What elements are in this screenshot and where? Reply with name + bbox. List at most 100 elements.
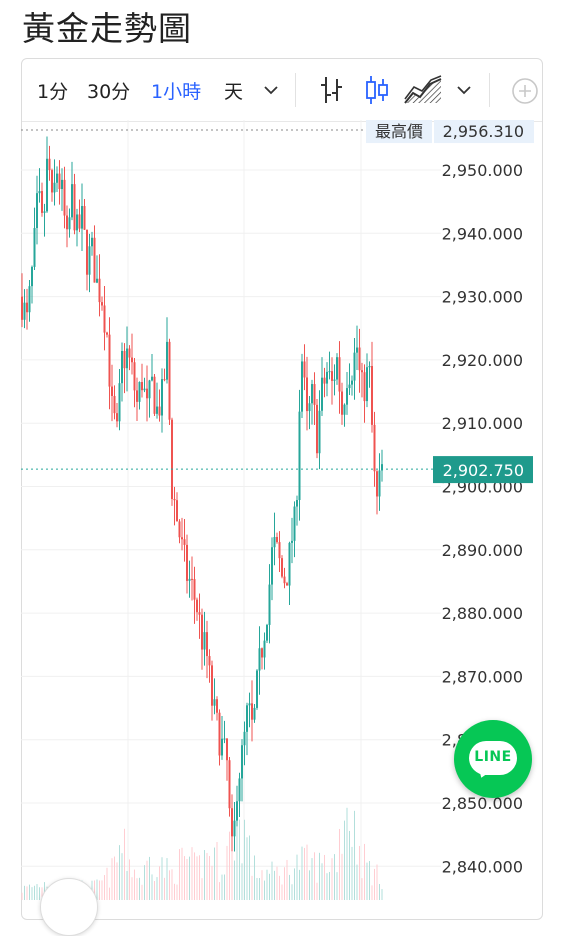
candle-body (211, 665, 213, 706)
candle-body (366, 367, 368, 402)
volume-bar (251, 875, 253, 900)
volume-bar (166, 858, 168, 900)
volume-bar (131, 877, 133, 900)
volume-bar (211, 865, 213, 900)
candle-body (61, 179, 63, 190)
candle-body (76, 214, 78, 231)
volume-bar (301, 846, 303, 900)
candle-body (238, 778, 241, 802)
candle-body (51, 170, 53, 193)
interval-1m-button[interactable]: 1分 (37, 81, 69, 103)
volume-bar (379, 883, 380, 900)
chevron-down-icon[interactable] (260, 79, 282, 105)
volume-bar (179, 849, 180, 900)
candle-body (266, 624, 268, 641)
volume-bar (374, 868, 375, 900)
page-title: 黃金走勢圖 (22, 9, 192, 48)
interval-1d-button[interactable]: 天 (224, 81, 244, 103)
candle-body (73, 184, 76, 231)
chart-scroll-button[interactable] (40, 878, 98, 936)
interval-1h-button[interactable]: 1小時 (151, 81, 202, 103)
volume-bar (216, 841, 218, 900)
candle-body (188, 578, 191, 581)
candle-body (83, 206, 86, 230)
candle-body (213, 699, 216, 706)
candle-body (263, 640, 266, 658)
interval-30m-button[interactable]: 30分 (87, 81, 131, 103)
candle-body (126, 348, 128, 369)
volume-bar (199, 855, 200, 900)
candle-body (268, 584, 271, 625)
candle-body (331, 371, 333, 381)
candle-body (246, 705, 248, 732)
candle-body (101, 302, 103, 306)
candle-body (338, 357, 341, 392)
volume-bar (116, 862, 118, 900)
high-value-text: 2,956.310 (443, 122, 524, 141)
volume-bar (264, 880, 265, 900)
chevron-down-icon[interactable] (453, 79, 475, 105)
volume-bar (359, 845, 360, 900)
candle-body (206, 632, 208, 657)
candle-body (271, 547, 273, 585)
candle-body (123, 350, 126, 369)
volume-bar (339, 828, 340, 900)
volume-bar (134, 869, 135, 900)
volume-bar (231, 819, 233, 900)
candle-body (128, 348, 131, 358)
ohlc-bars-icon[interactable] (318, 73, 344, 111)
candle-body (131, 357, 133, 363)
candle-body (321, 377, 323, 411)
volume-bar (34, 885, 35, 900)
volume-bar (331, 858, 333, 900)
volume-bar (176, 884, 178, 900)
candle-body (341, 391, 343, 415)
volume-bar (224, 874, 225, 900)
line-chat-label: LINE (474, 749, 512, 765)
y-tick-label: 2,940.000 (442, 224, 523, 243)
volume-bar (96, 879, 98, 900)
volume-bar (291, 884, 293, 900)
volume-bar (269, 873, 270, 900)
volume-bar (246, 837, 248, 900)
y-tick-label: 2,930.000 (442, 288, 523, 307)
volume-bar (186, 859, 188, 900)
candle-body (71, 184, 73, 218)
candle-body (313, 384, 316, 405)
candle-body (158, 406, 161, 416)
candle-body (36, 193, 38, 229)
candle-body (216, 699, 218, 713)
volume-bar (169, 870, 170, 900)
plus-circle-icon[interactable] (510, 76, 540, 110)
area-chart-icon[interactable] (403, 73, 443, 111)
volume-bar (336, 872, 338, 900)
volume-bar (364, 843, 365, 900)
volume-bar (276, 866, 278, 900)
y-tick-label: 2,920.000 (442, 351, 523, 370)
price-chart[interactable]: 2,950.000 2,940.000 2,930.000 2,920.000 2,91… (21, 120, 541, 900)
candle-body (21, 296, 23, 320)
candle-body (356, 347, 358, 353)
candle-body (103, 305, 106, 333)
volume-bar (341, 853, 343, 900)
volume-bar (161, 857, 163, 900)
candle-body (66, 215, 68, 230)
volume-bar (184, 856, 185, 900)
volume-bar (304, 847, 305, 900)
candle-body (53, 182, 56, 193)
candle-body (81, 206, 83, 229)
volume-bar (206, 852, 208, 900)
candlestick-icon[interactable] (364, 73, 390, 111)
line-chat-button[interactable]: LINE (454, 720, 532, 798)
candle-body (133, 362, 136, 391)
candle-body (208, 656, 211, 666)
volume-bar (351, 846, 353, 900)
y-tick-label: 2,870.000 (442, 667, 523, 686)
candle-body (58, 173, 61, 190)
volume-bar (316, 882, 318, 900)
volume-bar (244, 819, 245, 900)
volume-bar (321, 863, 323, 900)
candle-body (228, 760, 231, 809)
volume-bar (249, 835, 250, 900)
candle-body (298, 411, 301, 501)
